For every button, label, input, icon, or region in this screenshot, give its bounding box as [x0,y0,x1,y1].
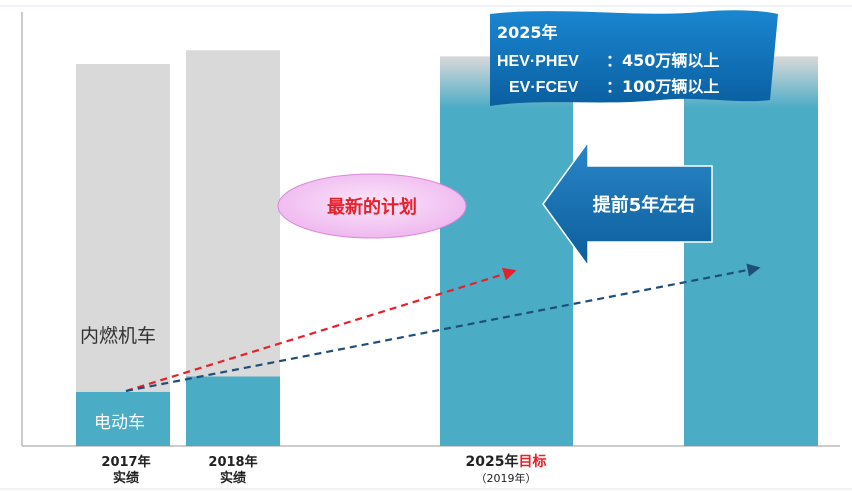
bar-ev-1 [76,391,170,446]
category-label-1-year: 2017年 [101,454,150,470]
red-dashed-arrow [125,267,517,393]
plan-ellipse [277,173,467,239]
banner-row1-value: ：450万辆以上 [606,51,719,70]
bar-ev-3 [440,106,573,446]
banner-year: 2025年 [497,23,558,42]
target-banner [490,10,778,106]
category-label-2-year: 2018年 [208,454,257,470]
plan-label: 最新的计划 [327,196,417,218]
category-label-1-sub: 实绩 [113,470,139,486]
category-label-3-sub: （2019年） [476,471,537,485]
bar-ev-2 [186,376,280,446]
banner-row2-label: EV·FCEV [509,79,579,96]
bar-ice-2 [186,50,280,377]
bar-ice-1 [76,64,170,392]
category-label-2-sub: 实绩 [220,470,246,486]
banner-row2-value: ：100万辆以上 [606,77,719,96]
bars-group [76,50,818,446]
category-label-3-year-text: 2025年 [466,453,519,470]
category-label-3-year: 2025年目标 [466,453,547,470]
ev-label: 电动车 [94,413,145,433]
ahead-arrow [542,139,713,269]
category-label-3-highlight: 目标 [518,453,546,470]
banner-row1-label: HEV·PHEV [497,53,579,70]
ahead-label: 提前5年左右 [593,194,696,216]
ice-label: 内燃机车 [80,325,156,347]
bar-ev-4 [684,106,818,446]
